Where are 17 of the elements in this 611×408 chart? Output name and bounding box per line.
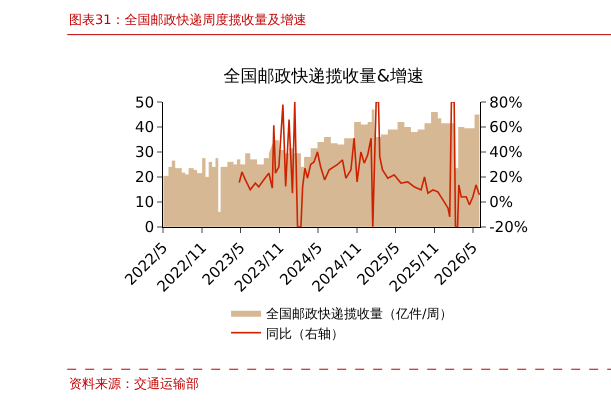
y-tick-label: 10 xyxy=(135,193,154,212)
y2-tick-label: 40% xyxy=(489,143,523,162)
y-tick-label: 20 xyxy=(135,168,154,186)
y2-tick-label: -20% xyxy=(489,218,528,236)
y-tick-label: 30 xyxy=(135,143,154,162)
y2-tick-label: 0% xyxy=(489,193,514,212)
y-tick-label: 50 xyxy=(135,93,154,112)
legend-label: 全国邮政快递揽收量（亿件/周） xyxy=(266,306,452,322)
y2-tick-label: 80% xyxy=(489,93,523,112)
text: 资料来源：交通运输部 xyxy=(69,376,199,392)
y2-tick-label: 60% xyxy=(489,118,523,136)
y-tick-label: 0 xyxy=(144,218,154,236)
legend-label: 同比（右轴） xyxy=(266,326,344,342)
chart-title: 全国邮政快递揽收量&增速 xyxy=(224,66,424,87)
text: 图表31：全国邮政快递周度揽收量及增速 xyxy=(69,12,307,28)
y-tick-label: 40 xyxy=(135,118,154,136)
y2-tick-label: 20% xyxy=(489,168,523,186)
